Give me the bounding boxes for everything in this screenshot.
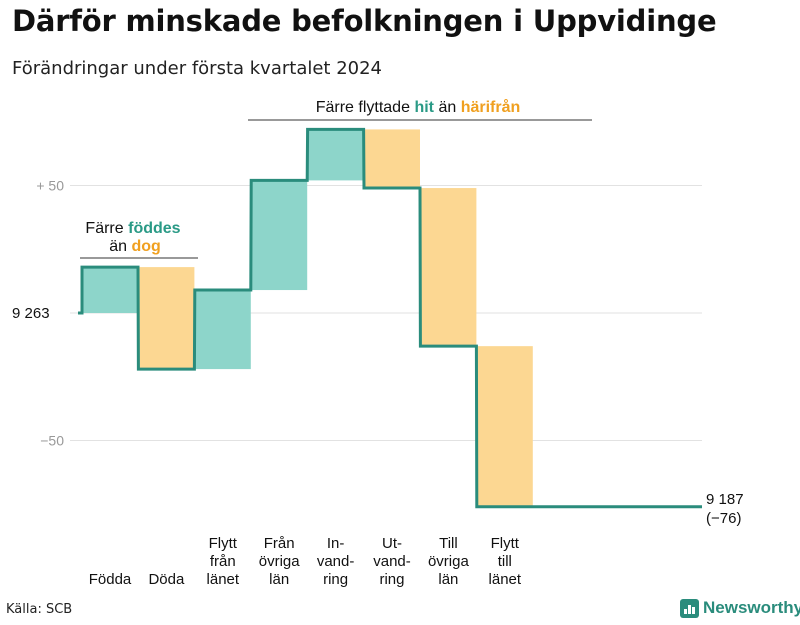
source-label: Källa: SCB — [6, 602, 73, 617]
category-label-7: Flytt — [491, 535, 520, 552]
annotation-births-word-fewer: Färre — [85, 220, 123, 237]
annotation-births-line1: Färre föddes — [85, 220, 180, 237]
bar-chart-logo-icon — [680, 598, 699, 618]
category-label-3: övriga — [259, 553, 301, 570]
waterfall-line-group — [78, 127, 702, 509]
category-label-4: ring — [323, 571, 348, 588]
start-value-label: 9 263 — [12, 305, 50, 322]
bar-2 — [194, 290, 251, 370]
bar-0 — [82, 267, 138, 313]
bar-4 — [307, 129, 364, 181]
category-label-6: län — [438, 571, 458, 588]
brand-name: Newsworthy — [703, 598, 800, 617]
category-label-2: från — [210, 553, 236, 570]
category-label-7: länet — [489, 571, 522, 588]
category-label-3: Från — [264, 535, 295, 552]
category-label-5: vand- — [373, 553, 411, 570]
category-label-0: Födda — [89, 571, 132, 588]
brand[interactable]: Newsworthy — [680, 598, 800, 618]
bar-1 — [138, 267, 195, 370]
category-label-7: till — [498, 553, 512, 570]
category-label-4: In- — [327, 535, 345, 552]
chart-title: Därför minskade befolkningen i Uppviding… — [12, 4, 717, 38]
bar-3 — [251, 180, 308, 291]
category-label-2: Flytt — [209, 535, 238, 552]
end-change-label: (−76) — [706, 510, 741, 527]
bar-7 — [476, 346, 533, 507]
category-label-3: län — [269, 571, 289, 588]
annotation-migration-word-from-here: härifrån — [461, 98, 521, 116]
bar-5 — [364, 129, 420, 189]
y-tick-label: + 50 — [36, 178, 64, 194]
bar-6 — [420, 188, 477, 347]
y-tick-label: −50 — [40, 433, 64, 449]
annotation-migration-word-here: hit — [414, 99, 434, 116]
end-value-label: 9 187 — [706, 491, 744, 508]
category-label-1: Döda — [148, 571, 185, 588]
annotation-births-line2: än dog — [109, 238, 161, 255]
annotation-births-word-born: föddes — [128, 220, 181, 237]
annotation-migration-word-pre: Färre flyttade — [316, 99, 410, 116]
bars — [82, 129, 533, 507]
category-label-2: länet — [207, 571, 240, 588]
category-label-5: ring — [379, 571, 404, 588]
annotation-migration-text: Färre flyttade hit än härifrån — [316, 98, 521, 116]
annotation-births-word-than: än — [109, 238, 127, 255]
category-label-5: Ut- — [382, 535, 402, 552]
category-label-6: Till — [439, 535, 458, 552]
annotation-births: Färre föddes än dog — [80, 220, 198, 259]
category-label-4: vand- — [317, 553, 355, 570]
waterfall-line — [78, 127, 702, 509]
annotation-migration-word-than: än — [438, 99, 456, 116]
annotation-migration: Färre flyttade hit än härifrån — [248, 98, 592, 121]
chart-subtitle: Förändringar under första kvartalet 2024 — [12, 58, 383, 79]
annotation-births-word-died: dog — [131, 238, 160, 255]
category-label-6: övriga — [428, 553, 470, 570]
